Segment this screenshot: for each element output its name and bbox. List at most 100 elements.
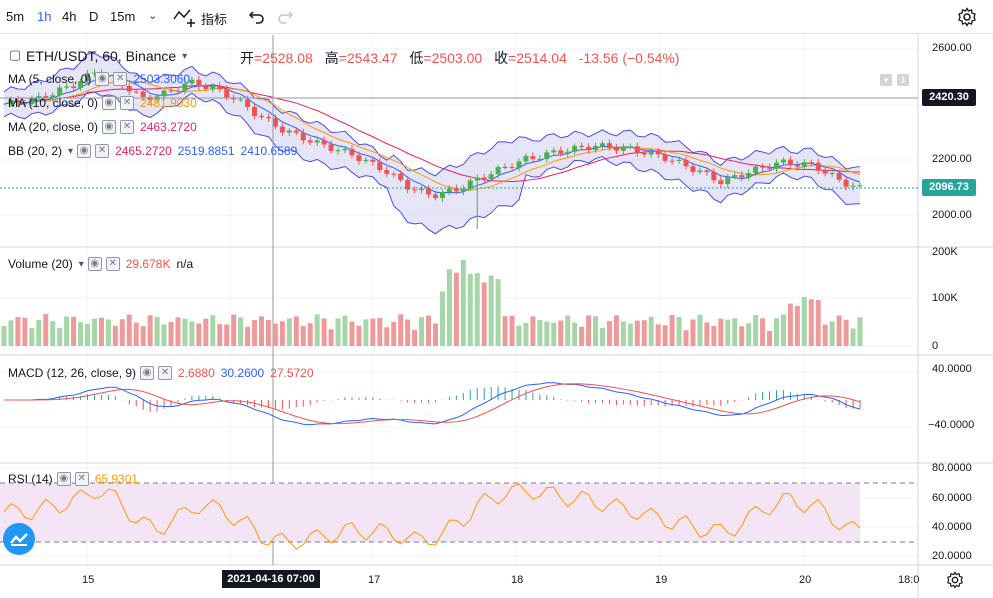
volume-bar	[662, 325, 668, 346]
close-icon[interactable]: ✕	[120, 96, 135, 110]
interval-15m[interactable]: 15m	[110, 9, 136, 24]
candle-body	[676, 159, 682, 161]
close-icon[interactable]: ✕	[95, 144, 110, 158]
eye-icon[interactable]: ◉	[77, 144, 92, 158]
bb-lower-value: 2410.6589	[240, 144, 298, 158]
collapse-icon[interactable]: ▢	[8, 47, 22, 62]
ma10-legend[interactable]: MA (10, close, 0) ◉ ✕ 2481.9030	[8, 96, 197, 110]
volume-bar	[175, 317, 181, 346]
volume-bar	[105, 319, 111, 346]
volume-bar	[189, 321, 195, 346]
close-label: 收	[494, 50, 509, 66]
candle-body	[780, 159, 786, 163]
candle-body	[801, 162, 807, 167]
volume-bar	[690, 319, 696, 346]
settings-gear-icon[interactable]	[957, 7, 977, 30]
eye-icon[interactable]: ◉	[56, 472, 71, 486]
volume-bar	[64, 316, 70, 346]
eye-icon[interactable]: ◉	[87, 257, 102, 271]
candle-body	[718, 180, 724, 185]
candle-body	[189, 79, 195, 84]
axis-settings-gear-icon[interactable]	[946, 571, 964, 592]
candle-body	[620, 146, 626, 151]
volume-bar	[530, 316, 536, 346]
volume-bar	[718, 318, 724, 346]
interval-4h[interactable]: 4h	[62, 9, 77, 24]
eye-icon[interactable]: ◉	[102, 120, 117, 134]
candle-body	[627, 146, 633, 148]
eye-icon[interactable]: ◉	[140, 366, 155, 380]
chevron-down-icon[interactable]: ▾	[68, 145, 74, 157]
interval-d[interactable]: D	[89, 9, 99, 24]
volume-bar	[71, 316, 77, 346]
volume-bar	[50, 321, 56, 346]
close-icon[interactable]: ✕	[113, 72, 128, 86]
volume-bar	[196, 323, 202, 346]
ma5-legend[interactable]: MA (5, close, 0) ◉ ✕ 2503.3060	[8, 72, 190, 86]
close-value: 2514.04	[516, 50, 567, 66]
close-icon[interactable]: ✕	[74, 472, 89, 486]
volume-bar	[398, 314, 404, 346]
chart-canvas[interactable]	[0, 35, 993, 598]
chevron-down-icon[interactable]: ⌄	[148, 10, 158, 22]
interval-5m[interactable]: 5m	[6, 9, 25, 24]
undo-icon[interactable]	[248, 8, 266, 29]
volume-bar	[91, 318, 97, 346]
rsi-tick: 80.0000	[932, 462, 972, 474]
candle-body	[641, 152, 647, 155]
chevron-down-icon[interactable]: ▾	[182, 50, 188, 62]
candle-body	[85, 73, 91, 82]
candle-body	[286, 130, 292, 133]
symbol-title[interactable]: ETH/USDT, 60, Binance	[26, 48, 177, 64]
volume-bar	[474, 273, 480, 346]
volume-bar	[446, 269, 452, 346]
macd-legend[interactable]: MACD (12, 26, close, 9) ◉ ✕ 2.6880 30.260…	[8, 366, 314, 380]
redo-icon[interactable]	[276, 8, 294, 29]
volume-bar	[342, 315, 348, 346]
price-tick: 2200.00	[932, 153, 972, 165]
volume-bar	[147, 315, 153, 346]
rsi-tick: 40.0000	[932, 521, 972, 533]
maximize-pane-icon[interactable]: ⇕	[897, 74, 909, 86]
close-icon[interactable]: ✕	[158, 366, 173, 380]
macd-tick: −40.0000	[928, 419, 975, 431]
volume-bar	[391, 321, 397, 346]
bb-legend[interactable]: BB (20, 2) ▾ ◉ ✕ 2465.2720 2519.8851 2410…	[8, 144, 297, 158]
eye-icon[interactable]: ◉	[95, 72, 110, 86]
volume-bar	[593, 316, 599, 346]
ohlc-values: 开=2528.08 高=2543.47 低=2503.00 收=2514.04 …	[240, 50, 680, 66]
candle-body	[29, 98, 35, 105]
candle-body	[760, 166, 766, 168]
interval-1h[interactable]: 1h	[37, 9, 52, 24]
chevron-down-icon[interactable]: ▾	[78, 258, 84, 270]
candle-body	[767, 167, 773, 169]
volume-bar	[669, 315, 675, 346]
volume-bar	[258, 316, 264, 346]
price-tick: 2000.00	[932, 209, 972, 221]
indicators-icon[interactable]	[172, 7, 200, 30]
volume-legend[interactable]: Volume (20) ▾ ◉ ✕ 29.678K n/a	[8, 257, 193, 271]
candle-body	[91, 72, 97, 74]
ma20-legend[interactable]: MA (20, close, 0) ◉ ✕ 2463.2720	[8, 120, 197, 134]
volume-bar	[405, 319, 411, 346]
volume-bar	[238, 317, 244, 346]
close-icon[interactable]: ✕	[120, 120, 135, 134]
volume-bar	[613, 315, 619, 346]
tradingview-logo[interactable]	[3, 523, 35, 555]
candle-body	[217, 85, 223, 90]
candle-body	[57, 87, 63, 96]
eye-icon[interactable]: ◉	[102, 96, 117, 110]
close-icon[interactable]: ✕	[105, 257, 120, 271]
bb-label: BB (20, 2)	[8, 144, 63, 158]
rsi-legend[interactable]: RSI (14) ◉ ✕ 65.9301	[8, 472, 138, 486]
volume-bar	[224, 324, 230, 346]
collapse-pane-icon[interactable]: ▾	[880, 74, 892, 86]
candle-body	[265, 116, 271, 119]
candle-body	[203, 86, 209, 89]
volume-value: 29.678K	[125, 257, 171, 271]
candle-body	[509, 167, 515, 169]
volume-bar	[293, 316, 299, 346]
volume-bar	[627, 323, 633, 346]
indicators-button[interactable]: 指标	[201, 12, 228, 27]
chart-area[interactable]: ▢ ETH/USDT, 60, Binance ▾ 开=2528.08 高=25…	[0, 35, 993, 598]
